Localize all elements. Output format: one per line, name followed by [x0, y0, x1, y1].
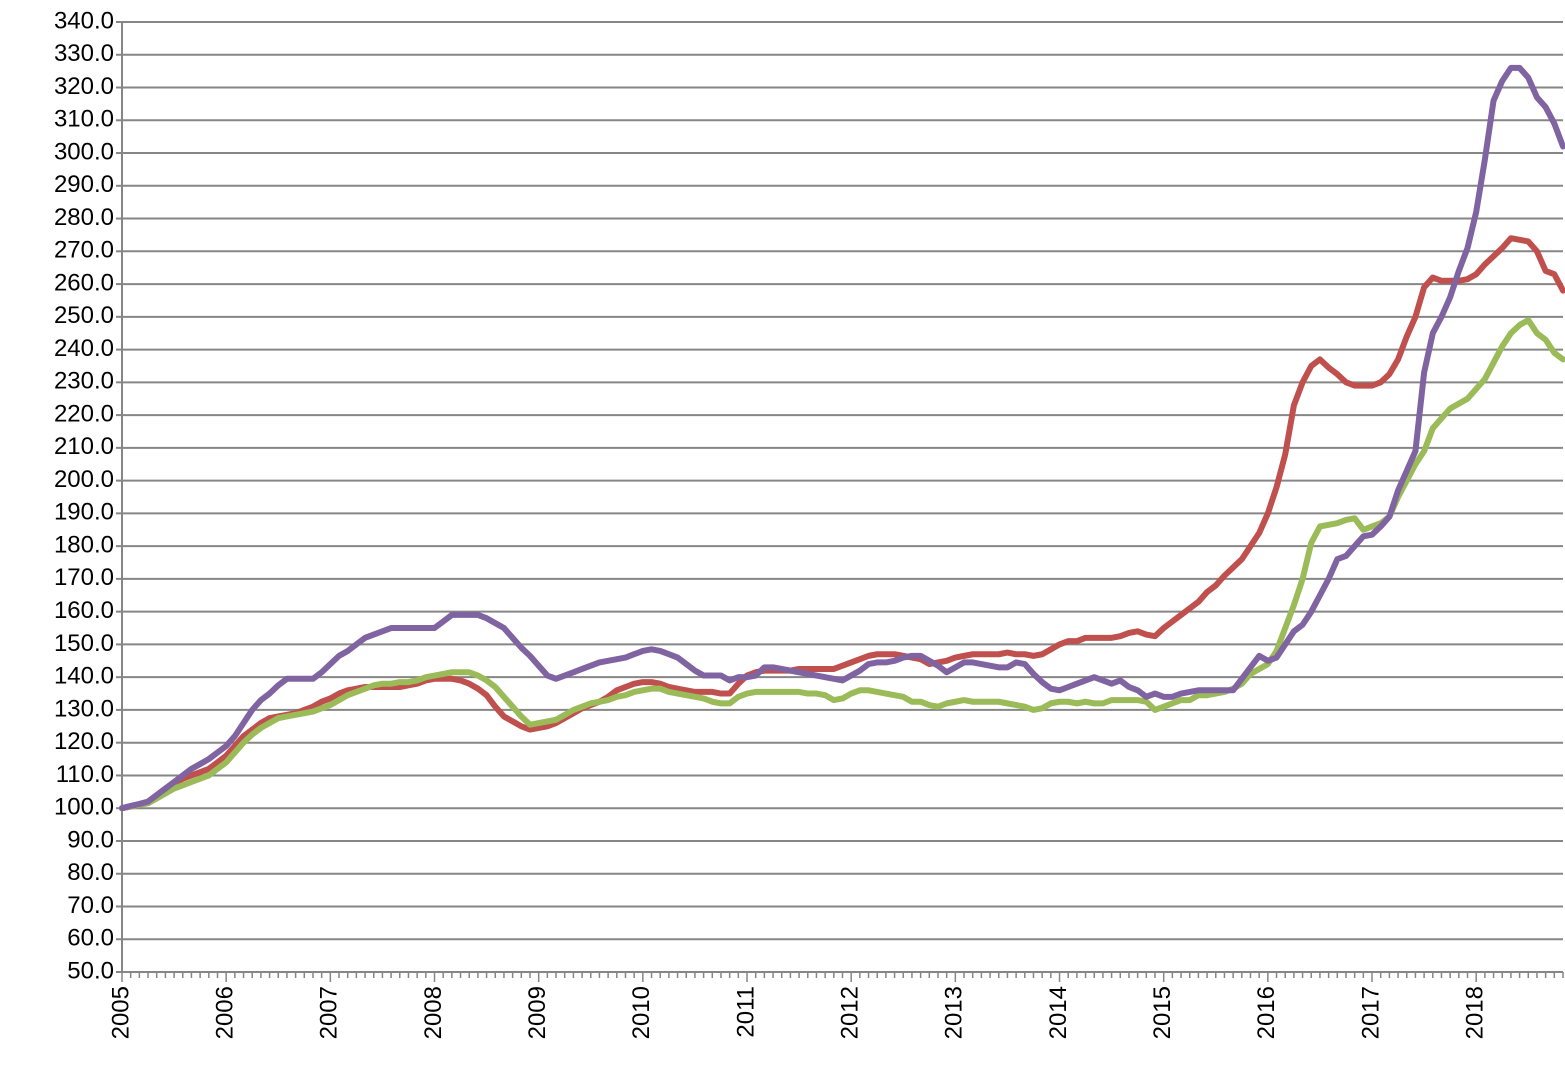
y-tick-label: 140.0	[54, 663, 114, 690]
y-tick-label: 160.0	[54, 597, 114, 624]
y-tick-label: 290.0	[54, 171, 114, 198]
y-tick-label: 280.0	[54, 204, 114, 231]
y-tick-label: 220.0	[54, 400, 114, 427]
y-tick-label: 270.0	[54, 237, 114, 264]
x-tick-label: 2013	[941, 986, 968, 1039]
x-tick-label: 2010	[628, 986, 655, 1039]
y-tick-label: 50.0	[67, 957, 114, 984]
y-tick-label: 190.0	[54, 499, 114, 526]
y-tick-label: 150.0	[54, 630, 114, 657]
y-tick-label: 300.0	[54, 138, 114, 165]
x-tick-label: 2005	[107, 986, 134, 1039]
x-tick-label: 2017	[1357, 986, 1384, 1039]
x-tick-label: 2015	[1149, 986, 1176, 1039]
y-tick-label: 170.0	[54, 564, 114, 591]
series-line	[119, 235, 1565, 812]
y-tick-label: 110.0	[56, 761, 114, 788]
y-tick-label: 230.0	[54, 368, 114, 395]
y-tick-label: 90.0	[67, 826, 114, 853]
y-tick-label: 70.0	[67, 892, 114, 919]
series-line	[119, 64, 1565, 812]
x-tick-label: 2018	[1462, 986, 1489, 1039]
y-tick-label: 60.0	[67, 925, 114, 952]
x-tick-label: 2012	[837, 986, 864, 1039]
x-tick-label: 2008	[420, 986, 447, 1039]
y-tick-label: 250.0	[54, 302, 114, 329]
x-tick-label: 2007	[316, 986, 343, 1039]
x-tick-label: 2011	[732, 986, 759, 1038]
y-tick-label: 320.0	[54, 73, 114, 100]
y-tick-label: 100.0	[54, 794, 114, 821]
y-tick-label: 130.0	[54, 695, 114, 722]
y-tick-label: 260.0	[54, 269, 114, 296]
series-line	[119, 317, 1565, 812]
y-tick-label: 330.0	[54, 40, 114, 67]
x-tick-label: 2009	[524, 986, 551, 1039]
y-tick-label: 310.0	[54, 106, 114, 133]
y-tick-label: 240.0	[54, 335, 114, 362]
y-tick-label: 200.0	[54, 466, 114, 493]
y-tick-label: 210.0	[54, 433, 114, 460]
x-tick-label: 2014	[1045, 986, 1072, 1039]
x-tick-label: 2016	[1253, 986, 1280, 1039]
y-tick-label: 80.0	[67, 859, 114, 886]
y-tick-label: 180.0	[54, 531, 114, 558]
x-tick-label: 2006	[212, 986, 239, 1039]
y-tick-label: 340.0	[54, 7, 114, 34]
y-tick-label: 120.0	[54, 728, 114, 755]
